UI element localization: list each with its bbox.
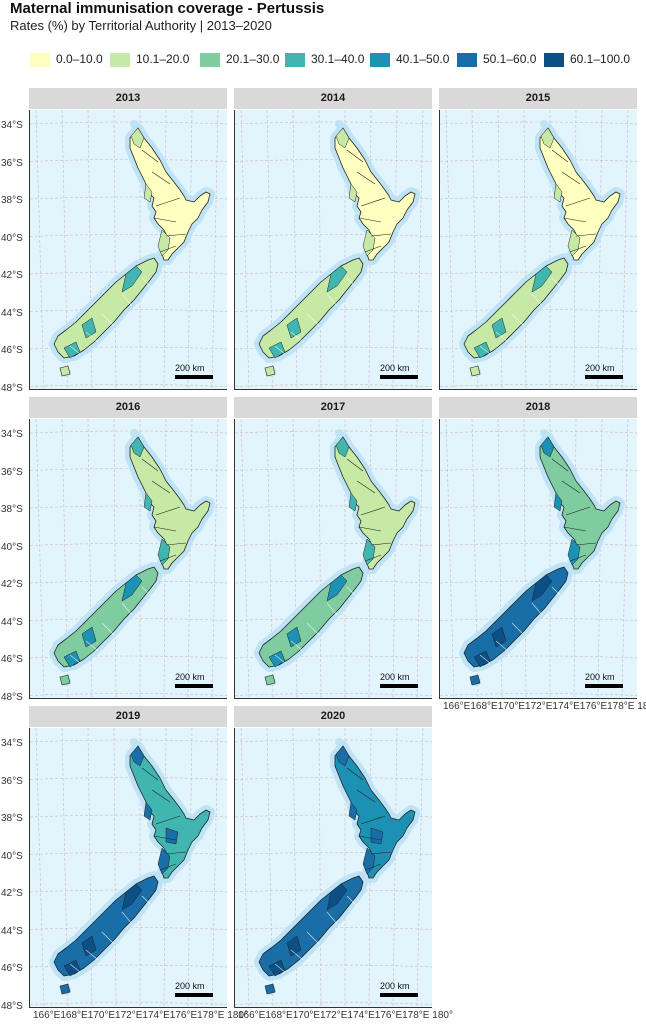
nz-map bbox=[235, 728, 432, 1007]
scale-label: 200 km bbox=[585, 672, 615, 682]
latitude-tick-label: 42°S bbox=[1, 270, 23, 281]
facet-strip: 2013 bbox=[29, 88, 227, 110]
map-panel: 2014 200 km bbox=[234, 88, 432, 390]
latitude-tick-label: 48°S bbox=[1, 691, 23, 703]
facet-strip: 2015 bbox=[439, 88, 637, 110]
legend-label: 10.1–20.0 bbox=[136, 52, 190, 66]
legend-swatch bbox=[110, 53, 130, 67]
map-panel: 2020 200 km 166°E168°E170°E172°E174°E176°E… bbox=[234, 706, 453, 1021]
latitude-tick-label: 40°S bbox=[1, 232, 23, 244]
map-panel: 2015 200 km bbox=[439, 88, 637, 390]
facet-strip: 2018 bbox=[439, 397, 637, 419]
facet-year-label: 2020 bbox=[320, 710, 346, 722]
map-panel: 2017 200 km bbox=[234, 397, 432, 699]
facet-year-label: 2017 bbox=[320, 401, 346, 413]
facet-strip: 2020 bbox=[234, 706, 432, 728]
scale-label: 200 km bbox=[380, 363, 410, 373]
legend-label: 60.1–100.0 bbox=[570, 52, 631, 66]
nz-map bbox=[235, 419, 432, 698]
map-area: 200 km bbox=[234, 728, 432, 1008]
longitude-tick-labels: 166°E168°E170°E172°E174°E176°E178°E 180° bbox=[443, 701, 646, 712]
facet-strip: 2014 bbox=[234, 88, 432, 110]
legend-label: 0.0–10.0 bbox=[56, 52, 103, 66]
map-area: 200 km bbox=[439, 110, 637, 390]
latitude-tick-label: 34°S bbox=[1, 429, 23, 440]
latitude-tick-label: 48°S bbox=[1, 1000, 23, 1012]
scale-bar-line bbox=[585, 684, 623, 688]
latitude-tick-label: 40°S bbox=[1, 541, 23, 553]
latitude-tick-label: 44°S bbox=[1, 307, 23, 319]
legend-swatch bbox=[200, 53, 220, 67]
facet-strip: 2017 bbox=[234, 397, 432, 419]
latitude-tick-label: 34°S bbox=[1, 120, 23, 131]
facet-year-label: 2018 bbox=[525, 401, 551, 413]
latitude-tick-label: 34°S bbox=[1, 738, 23, 749]
latitude-tick-label: 38°S bbox=[1, 504, 23, 515]
chart-subtitle: Rates (%) by Territorial Authority | 201… bbox=[10, 18, 272, 33]
scale-bar-line bbox=[175, 993, 213, 997]
map-area: 200 km bbox=[29, 728, 227, 1008]
map-area: 200 km bbox=[234, 419, 432, 699]
nz-map bbox=[440, 110, 637, 389]
nz-map bbox=[30, 110, 227, 389]
scale-label: 200 km bbox=[585, 363, 615, 373]
map-area: 200 km bbox=[29, 110, 227, 390]
facet-year-label: 2016 bbox=[115, 401, 141, 413]
facet-year-label: 2019 bbox=[115, 710, 141, 722]
map-area: 200 km bbox=[439, 419, 637, 699]
facet-strip: 2016 bbox=[29, 397, 227, 419]
scale-bar-line bbox=[380, 993, 418, 997]
scale-label: 200 km bbox=[175, 363, 205, 373]
latitude-tick-label: 36°S bbox=[1, 466, 23, 478]
latitude-tick-label: 36°S bbox=[1, 775, 23, 787]
legend-swatch bbox=[370, 53, 390, 67]
map-panel: 2013 200 km 34°S 36°S 38°S 40°S 42°S 44°S 46°S 48… bbox=[1, 88, 227, 394]
facet-year-label: 2013 bbox=[115, 92, 141, 104]
latitude-tick-label: 38°S bbox=[1, 813, 23, 824]
scale-bar-line bbox=[380, 375, 418, 379]
longitude-tick-labels: 166°E168°E170°E172°E174°E176°E178°E 180° bbox=[33, 1010, 248, 1021]
latitude-tick-label: 44°S bbox=[1, 616, 23, 628]
facet-year-label: 2014 bbox=[320, 92, 346, 104]
legend-label: 30.1–40.0 bbox=[311, 52, 365, 66]
legend-label: 20.1–30.0 bbox=[226, 52, 280, 66]
scale-bar-line bbox=[585, 375, 623, 379]
scale-label: 200 km bbox=[380, 672, 410, 682]
nz-map bbox=[30, 419, 227, 698]
latitude-tick-label: 42°S bbox=[1, 579, 23, 590]
scale-label: 200 km bbox=[175, 672, 205, 682]
latitude-tick-label: 46°S bbox=[1, 963, 23, 974]
longitude-tick-labels: 166°E168°E170°E172°E174°E176°E178°E 180° bbox=[238, 1010, 453, 1021]
nz-map bbox=[30, 728, 227, 1007]
legend-swatch bbox=[457, 53, 477, 67]
legend-label: 50.1–60.0 bbox=[483, 52, 537, 66]
scale-bar-line bbox=[175, 684, 213, 688]
facet-year-label: 2015 bbox=[525, 92, 551, 104]
latitude-tick-label: 46°S bbox=[1, 345, 23, 356]
map-area: 200 km bbox=[29, 419, 227, 699]
latitude-tick-label: 48°S bbox=[1, 382, 23, 394]
latitude-tick-label: 36°S bbox=[1, 157, 23, 169]
scale-label: 200 km bbox=[380, 981, 410, 991]
map-panel: 2016 200 km 34°S 36°S 38°S 40°S 42°S 44°S 46°S 48… bbox=[1, 397, 227, 703]
facet-strip: 2019 bbox=[29, 706, 227, 728]
map-area: 200 km bbox=[234, 110, 432, 390]
scale-bar-line bbox=[380, 684, 418, 688]
legend-swatch bbox=[30, 53, 50, 67]
chart-title: Maternal immunisation coverage - Pertuss… bbox=[10, 0, 325, 17]
legend-swatch bbox=[285, 53, 305, 67]
map-panel: 2019 200 km 34°S 36°S 38°S 40°S 42°S 44°S 46°S 48… bbox=[1, 706, 248, 1021]
nz-map bbox=[440, 419, 637, 698]
scale-bar-line bbox=[175, 375, 213, 379]
latitude-tick-label: 38°S bbox=[1, 195, 23, 206]
legend-swatch bbox=[544, 53, 564, 67]
latitude-tick-label: 46°S bbox=[1, 654, 23, 665]
legend-label: 40.1–50.0 bbox=[396, 52, 450, 66]
latitude-tick-label: 42°S bbox=[1, 888, 23, 899]
map-panel: 2018 200 km 166°E168°E170°E172°E174°E176°E… bbox=[439, 397, 646, 712]
latitude-tick-label: 40°S bbox=[1, 850, 23, 862]
latitude-tick-label: 44°S bbox=[1, 925, 23, 937]
nz-map bbox=[235, 110, 432, 389]
scale-label: 200 km bbox=[175, 981, 205, 991]
